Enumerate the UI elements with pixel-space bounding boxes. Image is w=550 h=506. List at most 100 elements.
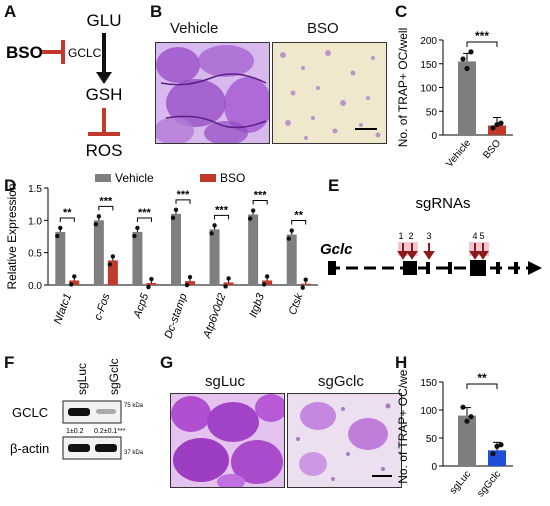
panel-label-f: F <box>4 353 15 372</box>
pathway-diagram: GLU GSH ROS BSO GCLC <box>6 11 123 160</box>
data-point <box>107 262 113 267</box>
panel-label-e: E <box>328 176 340 195</box>
bar <box>209 229 220 285</box>
data-point <box>209 231 214 236</box>
data-point <box>303 277 308 282</box>
quant-label: 1±0.2 <box>66 428 84 435</box>
data-point <box>494 443 500 449</box>
data-point <box>58 225 63 231</box>
x-tick-label: Dc-stamp <box>162 292 189 340</box>
significance-label: *** <box>254 190 268 202</box>
exon <box>514 262 518 274</box>
kda-label: 75 kDa <box>124 403 144 409</box>
bar <box>458 61 476 135</box>
significance-label: *** <box>475 29 489 43</box>
lane-label: sgLuc <box>75 363 89 395</box>
band <box>68 444 90 452</box>
data-point <box>247 216 253 221</box>
data-point <box>212 223 217 228</box>
y-tick-label: 150 <box>420 60 437 71</box>
data-point <box>110 254 116 259</box>
panel-label-b: B <box>150 2 163 21</box>
sgluc-micrograph <box>170 393 285 488</box>
bar <box>55 231 66 285</box>
bar <box>185 281 195 285</box>
data-point <box>460 404 466 410</box>
significance-label: *** <box>99 195 113 207</box>
x-tick-label: c-Fos <box>92 291 113 321</box>
significance-bracket <box>98 205 114 211</box>
chart-h: No. of TRAP+ OC/well 0 50 100 150 sgLuc sgGclc… <box>396 370 513 499</box>
bar <box>132 231 143 285</box>
bar <box>262 280 273 285</box>
x-tick-label: Atp6v0d2 <box>201 292 229 341</box>
sgrna-number: 1 <box>398 231 403 241</box>
arrowhead-icon <box>96 72 112 84</box>
bar <box>146 283 157 285</box>
y-axis-label: No. of TRAP+ OC/well <box>396 370 410 484</box>
sgrna-number: 5 <box>479 231 484 241</box>
y-tick-label: 0 <box>431 131 437 142</box>
panel-label-a: A <box>4 2 17 21</box>
exon <box>403 261 417 275</box>
data-point <box>468 414 474 420</box>
gene-diagram: sgRNAs Gclc 1 2 3 4 5 <box>320 195 542 276</box>
legend-swatch <box>95 174 111 182</box>
gsh-label: GSH <box>86 85 123 104</box>
data-point <box>149 276 154 282</box>
bar <box>69 280 80 285</box>
y-tick-label: 1.0 <box>28 216 42 227</box>
sgrna-number: 3 <box>426 231 431 241</box>
y-tick-label: 0.0 <box>28 281 42 292</box>
x-tick-label: Vehicle <box>444 138 473 170</box>
y-axis-label: Relative Expression <box>5 183 19 289</box>
data-point <box>93 222 99 227</box>
sgrnas-title: sgRNAs <box>415 195 470 212</box>
exon <box>328 261 336 275</box>
panel-label-c: C <box>395 2 408 21</box>
y-axis-label: No. of TRAP+ OC/well <box>396 28 410 147</box>
y-tick-label: 100 <box>420 84 437 95</box>
data-point <box>135 225 140 231</box>
significance-bracket <box>214 214 230 220</box>
sgrna-number: 4 <box>472 231 477 241</box>
exon <box>470 260 486 276</box>
x-tick-label: Ctsk <box>287 291 306 316</box>
bar <box>93 220 104 285</box>
data-point <box>184 282 190 288</box>
kda-label: 37 kDa <box>124 450 144 456</box>
bar <box>488 125 506 135</box>
data-point <box>55 233 60 239</box>
significance-bracket <box>175 199 191 204</box>
western-blot: sgLuc sgGclc GCLC 75 kDa 1±0.2 0.2±0.1**… <box>10 358 144 460</box>
significance-label: ** <box>294 210 303 222</box>
data-point <box>187 274 193 280</box>
x-tick-label: sgLuc <box>448 469 474 497</box>
blot-gclc <box>62 400 122 424</box>
data-point <box>464 65 470 72</box>
y-tick-label: 200 <box>420 36 437 47</box>
data-point <box>464 418 470 424</box>
band-label-gclc: GCLC <box>12 405 48 420</box>
significance-bracket <box>466 41 498 47</box>
data-point <box>170 215 176 221</box>
data-point <box>490 451 496 457</box>
vehicle-micrograph <box>155 42 270 144</box>
blot-actin <box>62 436 122 460</box>
gene-name: Gclc <box>320 241 353 258</box>
x-tick-label: Acp5 <box>131 291 151 320</box>
y-tick-label: 150 <box>420 378 437 389</box>
y-tick-label: 50 <box>426 434 438 445</box>
y-tick-label: 100 <box>420 406 437 417</box>
data-point <box>146 284 151 290</box>
significance-label: *** <box>177 189 191 201</box>
exon <box>448 262 452 274</box>
significance-bracket <box>466 383 498 389</box>
panel-label-h: H <box>395 353 408 372</box>
significance-label: *** <box>215 204 229 216</box>
bar <box>107 260 118 285</box>
quant-label: 0.2±0.1*** <box>94 428 126 435</box>
significance-label: ** <box>477 371 487 385</box>
panel-label-d: D <box>4 176 17 195</box>
chart-d: Relative Expression 0.0 0.5 1.0 1.5 Vehicle BS… <box>5 171 318 341</box>
